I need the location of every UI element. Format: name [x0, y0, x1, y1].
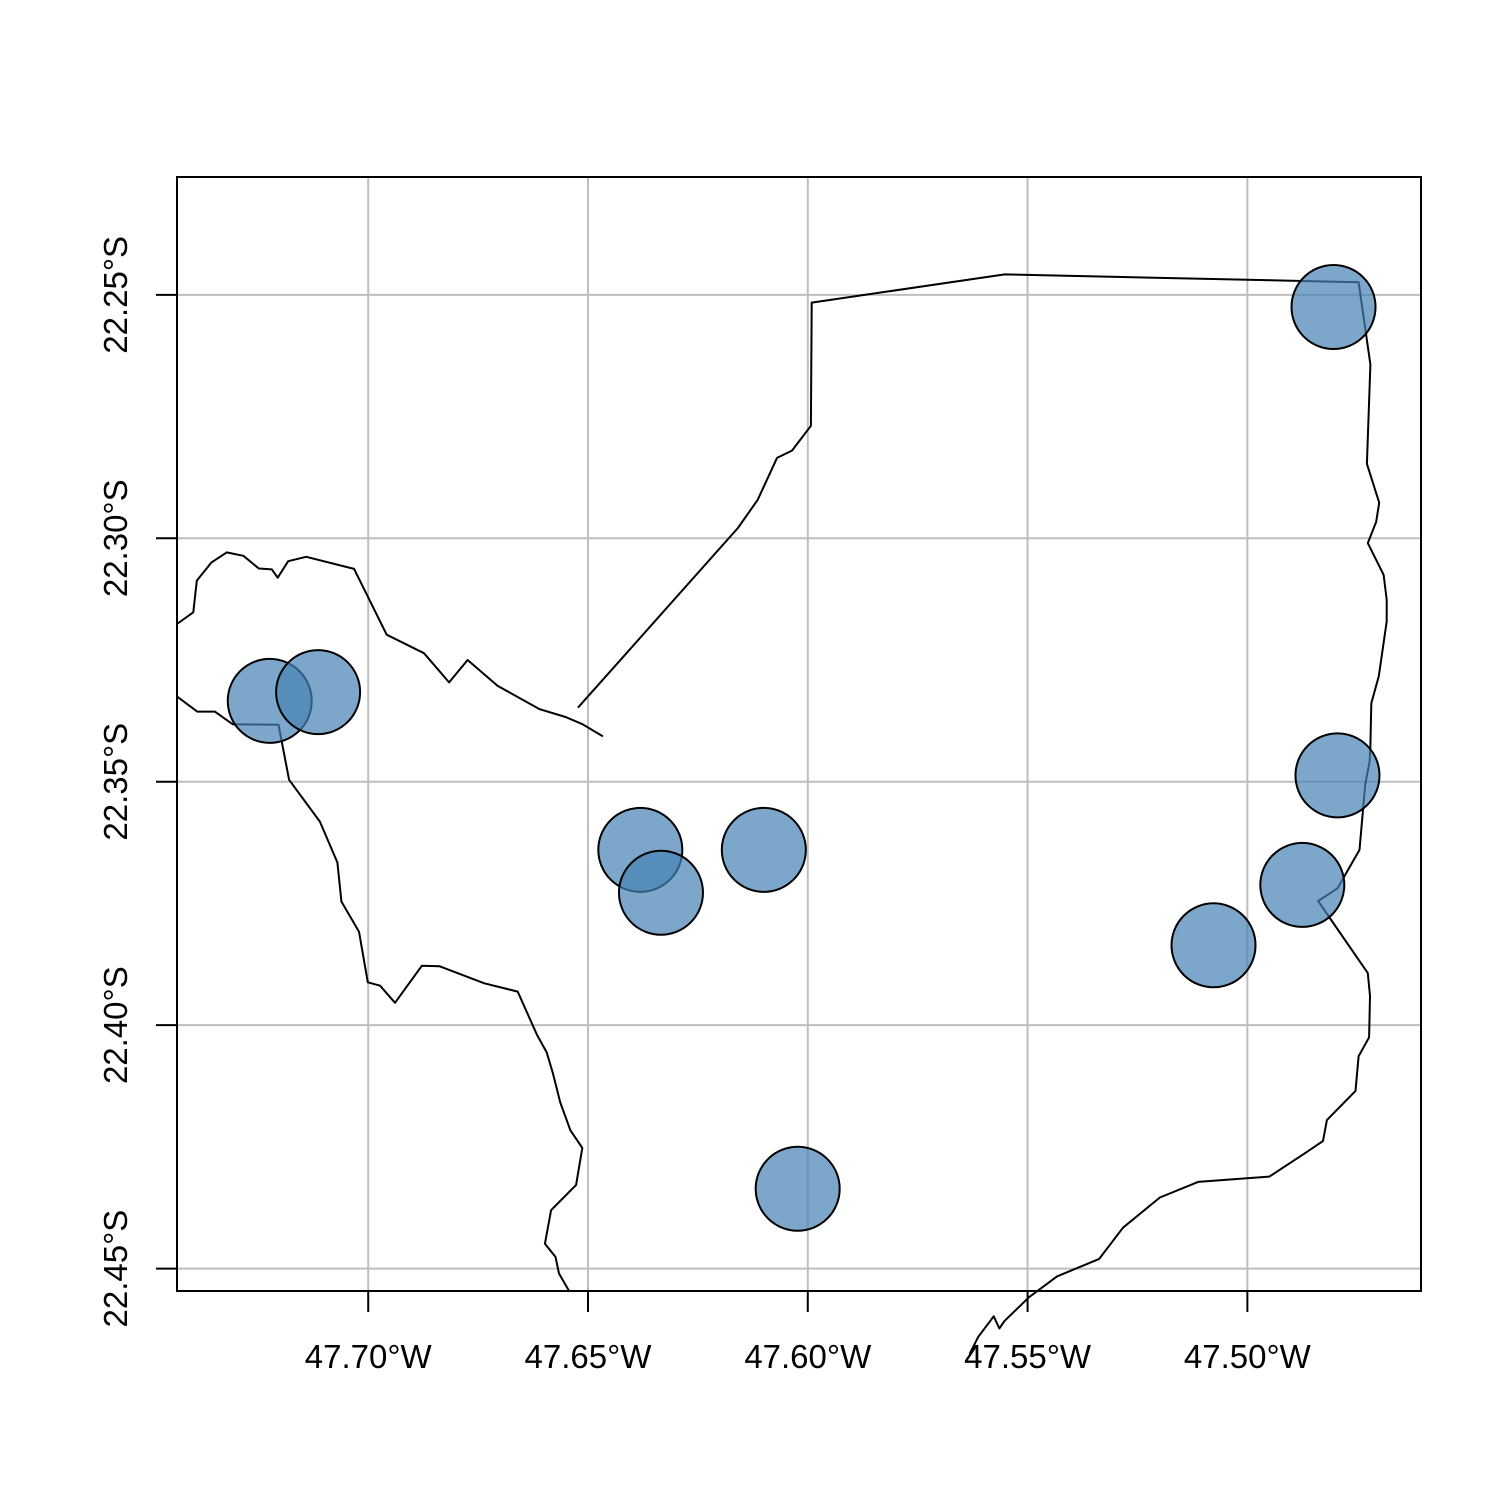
x-tick-label: 47.60°W [744, 1338, 872, 1375]
boundary-line [577, 273, 1388, 1355]
site-marker [275, 649, 362, 736]
site-marker [1259, 841, 1346, 928]
boundary-lines [176, 273, 1388, 1355]
longitude-axis: 47.70°W 47.65°W 47.60°W 47.55°W 47.50°W [305, 1291, 1312, 1375]
y-tick-label: 22.45°S [97, 1210, 134, 1328]
site-marker [1170, 902, 1257, 989]
site-markers [226, 263, 1381, 1232]
boundary-line [176, 551, 604, 738]
y-tick-label: 22.35°S [97, 723, 134, 841]
x-tick-label: 47.50°W [1184, 1338, 1312, 1375]
graticule-grid [177, 177, 1421, 1291]
map-frame [176, 176, 1422, 1292]
y-tick-label: 22.40°S [97, 966, 134, 1084]
site-marker [1294, 732, 1381, 819]
site-marker [754, 1145, 841, 1232]
x-tick-label: 47.70°W [305, 1338, 433, 1375]
y-tick-label: 22.25°S [97, 236, 134, 354]
latitude-axis: 22.25°S 22.30°S 22.35°S 22.40°S 22.45°S [97, 236, 177, 1328]
x-tick-label: 47.55°W [964, 1338, 1092, 1375]
x-tick-label: 47.65°W [525, 1338, 653, 1375]
y-tick-label: 22.30°S [97, 479, 134, 597]
site-marker [1290, 263, 1377, 350]
site-marker [617, 849, 704, 936]
boundary-line [176, 695, 584, 1292]
site-marker [720, 806, 807, 893]
